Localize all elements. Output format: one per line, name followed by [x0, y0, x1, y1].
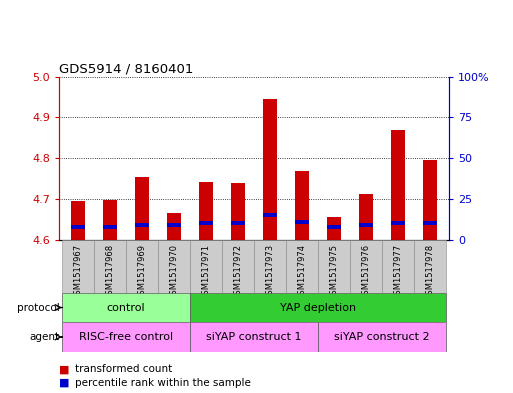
Text: siYAP construct 1: siYAP construct 1	[206, 332, 302, 342]
Bar	[222, 240, 254, 293]
Text: protocol: protocol	[17, 303, 60, 312]
Bar	[263, 213, 277, 217]
Bar	[94, 240, 126, 293]
Bar	[190, 293, 446, 322]
Bar	[413, 240, 446, 293]
Text: siYAP construct 2: siYAP construct 2	[334, 332, 429, 342]
Text: control: control	[107, 303, 145, 312]
Text: GSM1517973: GSM1517973	[265, 244, 274, 300]
Text: GSM1517968: GSM1517968	[106, 244, 114, 300]
Bar	[294, 171, 309, 240]
Bar	[231, 221, 245, 226]
Bar	[359, 223, 373, 227]
Text: GSM1517972: GSM1517972	[233, 244, 243, 300]
Bar	[318, 240, 350, 293]
Bar	[423, 160, 437, 240]
Bar	[199, 182, 213, 240]
Text: GSM1517971: GSM1517971	[202, 244, 210, 300]
Bar	[318, 322, 446, 352]
Bar	[231, 183, 245, 240]
Text: ■: ■	[59, 364, 69, 374]
Text: GSM1517977: GSM1517977	[393, 244, 402, 300]
Bar	[199, 221, 213, 226]
Bar	[167, 213, 181, 240]
Text: YAP depletion: YAP depletion	[280, 303, 356, 312]
Text: agent: agent	[30, 332, 60, 342]
Bar	[103, 200, 117, 240]
Bar	[286, 240, 318, 293]
Bar	[190, 322, 318, 352]
Bar	[327, 217, 341, 240]
Text: GSM1517970: GSM1517970	[169, 244, 179, 300]
Bar	[423, 221, 437, 226]
Text: GSM1517976: GSM1517976	[361, 244, 370, 300]
Bar	[190, 240, 222, 293]
Bar	[135, 223, 149, 227]
Text: RISC-free control: RISC-free control	[79, 332, 173, 342]
Bar	[390, 221, 405, 226]
Bar	[167, 223, 181, 227]
Bar	[126, 240, 158, 293]
Text: percentile rank within the sample: percentile rank within the sample	[75, 378, 251, 387]
Bar	[71, 225, 85, 229]
Text: GDS5914 / 8160401: GDS5914 / 8160401	[59, 62, 193, 75]
Text: GSM1517978: GSM1517978	[425, 244, 434, 300]
Text: GSM1517967: GSM1517967	[74, 244, 83, 300]
Bar	[103, 225, 117, 229]
Bar	[158, 240, 190, 293]
Bar	[294, 220, 309, 224]
Bar	[62, 240, 94, 293]
Text: GSM1517969: GSM1517969	[137, 244, 147, 300]
Bar	[62, 293, 190, 322]
Bar	[135, 176, 149, 240]
Text: transformed count: transformed count	[75, 364, 173, 374]
Text: GSM1517975: GSM1517975	[329, 244, 339, 300]
Bar	[382, 240, 413, 293]
Bar	[71, 201, 85, 240]
Bar	[263, 99, 277, 240]
Bar	[62, 322, 190, 352]
Text: GSM1517974: GSM1517974	[298, 244, 306, 300]
Bar	[390, 130, 405, 240]
Bar	[359, 194, 373, 240]
Bar	[254, 240, 286, 293]
Text: ■: ■	[59, 378, 69, 387]
Bar	[327, 225, 341, 229]
Bar	[350, 240, 382, 293]
